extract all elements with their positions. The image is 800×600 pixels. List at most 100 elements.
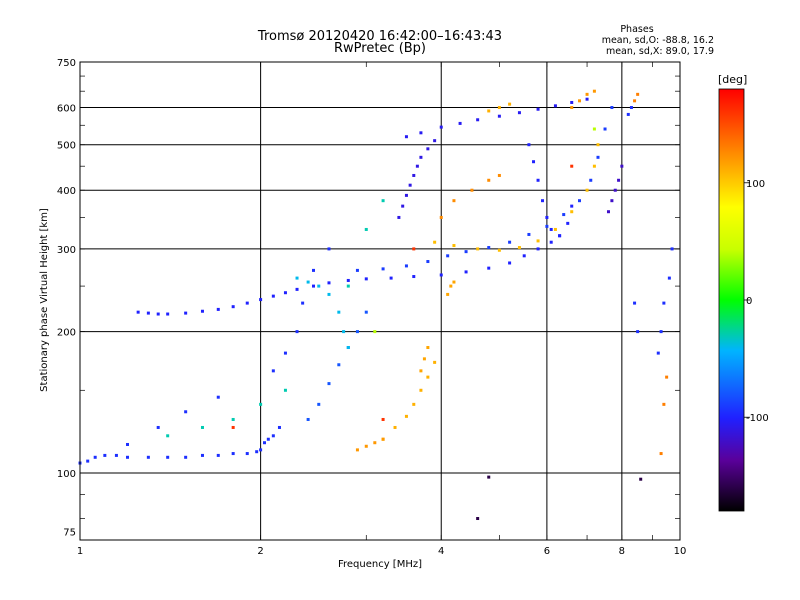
data-point — [86, 459, 90, 463]
data-point — [541, 199, 545, 203]
data-point — [487, 109, 491, 113]
data-point — [439, 125, 443, 129]
data-point — [216, 453, 220, 457]
data-point — [629, 106, 633, 110]
y-tick-label: 75 — [63, 528, 76, 539]
data-point — [346, 278, 350, 282]
data-point — [527, 232, 531, 236]
data-point — [446, 254, 450, 258]
data-point — [412, 275, 416, 279]
data-point — [245, 452, 249, 456]
data-point — [231, 417, 235, 421]
data-point — [327, 382, 331, 386]
data-point — [259, 402, 263, 406]
data-point — [389, 276, 393, 280]
data-point — [497, 248, 501, 252]
data-point — [439, 215, 443, 219]
data-point — [283, 291, 287, 295]
data-point — [487, 246, 491, 250]
data-point — [487, 475, 491, 479]
data-point — [592, 164, 596, 168]
data-point — [364, 227, 368, 231]
data-point — [636, 92, 640, 96]
data-point — [184, 455, 188, 459]
data-point — [570, 100, 574, 104]
data-point — [271, 294, 275, 298]
data-point — [346, 346, 350, 350]
data-point — [570, 106, 574, 110]
data-point — [166, 312, 170, 316]
data-point — [497, 106, 501, 110]
y-tick-label: 600 — [57, 104, 76, 115]
data-point — [364, 444, 368, 448]
data-point — [271, 434, 275, 438]
data-point — [136, 310, 140, 314]
data-point — [419, 131, 423, 135]
x-tick-label: 2 — [257, 546, 263, 557]
y-axis-ticks: 75 100 200 300 400 500 600 750 — [57, 58, 680, 539]
data-point — [93, 455, 97, 459]
data-point — [458, 121, 462, 125]
data-point — [508, 240, 512, 244]
data-point — [639, 477, 643, 481]
data-point — [659, 330, 663, 334]
colorbar — [718, 88, 745, 512]
data-point — [381, 267, 385, 271]
data-point — [433, 139, 437, 143]
data-point — [283, 351, 287, 355]
data-point — [464, 270, 468, 274]
data-point — [508, 261, 512, 265]
data-point — [426, 346, 430, 350]
data-point — [659, 452, 663, 456]
data-point — [606, 210, 610, 214]
grid-lines — [80, 62, 680, 540]
data-point — [355, 448, 359, 452]
data-point — [412, 402, 416, 406]
data-point — [452, 244, 456, 248]
data-point — [404, 135, 408, 139]
data-point — [527, 143, 531, 147]
data-point — [401, 204, 405, 208]
data-point — [566, 221, 570, 225]
data-point — [536, 107, 540, 111]
data-point — [277, 425, 281, 429]
data-point — [231, 305, 235, 309]
data-point — [439, 273, 443, 277]
data-point — [522, 254, 526, 258]
y-tick-label: 400 — [57, 186, 76, 197]
data-point — [381, 437, 385, 441]
data-point — [452, 280, 456, 284]
data-point — [146, 455, 150, 459]
data-point — [636, 330, 640, 334]
data-point — [585, 92, 589, 96]
data-point — [146, 311, 150, 315]
data-point — [570, 210, 574, 214]
data-point — [562, 213, 566, 217]
colorbar-tick-label: -100 — [746, 413, 769, 424]
data-point — [103, 453, 107, 457]
data-point — [381, 199, 385, 203]
data-point — [517, 111, 521, 115]
data-point — [311, 268, 315, 272]
stats-heading: Phases — [620, 24, 653, 35]
data-point — [306, 417, 310, 421]
data-point — [570, 204, 574, 208]
y-tick-label: 300 — [57, 245, 76, 256]
data-point — [306, 280, 310, 284]
plot-frame — [79, 61, 681, 541]
x-tick-label: 1 — [77, 546, 83, 557]
data-point — [610, 106, 614, 110]
data-point — [596, 143, 600, 147]
data-point — [166, 455, 170, 459]
data-point — [610, 199, 614, 203]
data-point — [404, 414, 408, 418]
data-point — [231, 452, 235, 456]
data-point — [532, 160, 536, 164]
data-point — [126, 442, 130, 446]
data-point — [476, 118, 480, 122]
x-axis-label: Frequency [MHz] — [338, 559, 422, 570]
data-point — [412, 173, 416, 177]
data-point — [536, 178, 540, 182]
chart-subtitle: RwPretec (Bp) — [334, 41, 426, 56]
data-point — [337, 363, 341, 367]
